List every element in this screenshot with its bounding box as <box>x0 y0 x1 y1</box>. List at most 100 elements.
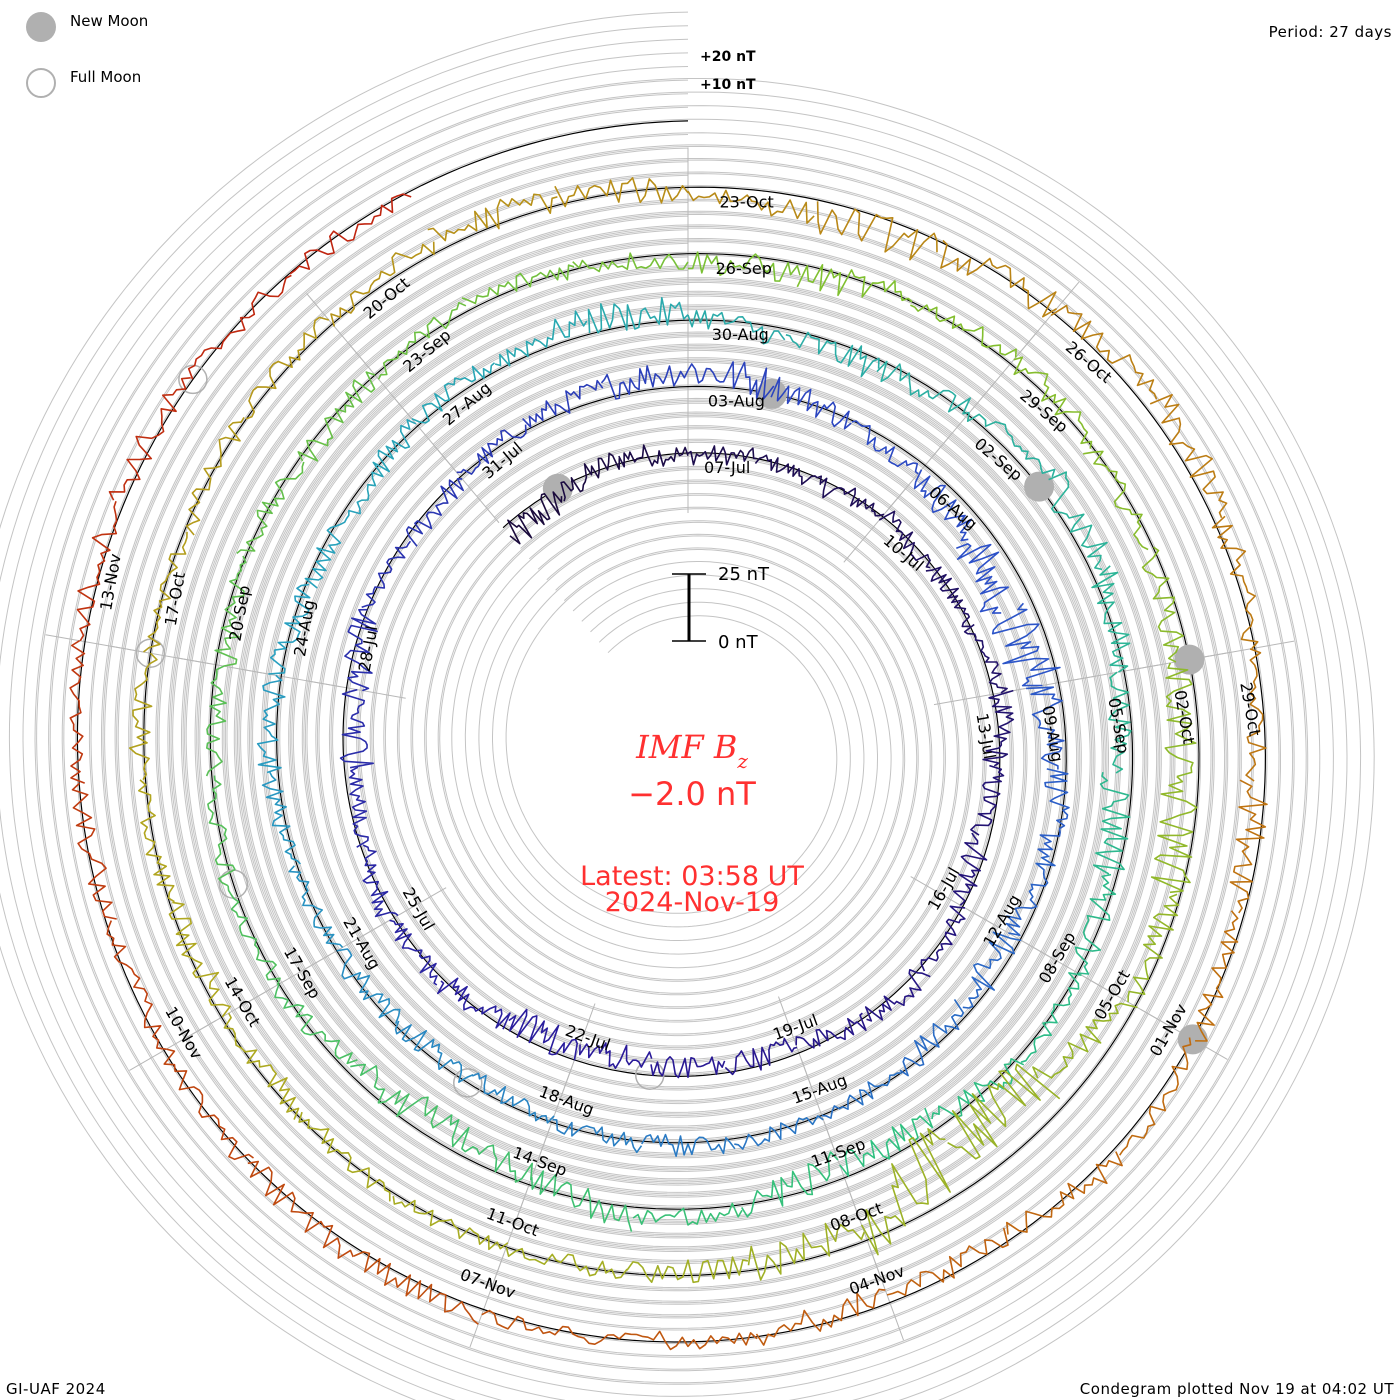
bz-day-trace <box>587 297 689 334</box>
bz-day-trace <box>552 1118 643 1154</box>
bz-day-trace <box>913 469 973 542</box>
bz-day-trace <box>304 501 361 589</box>
bz-day-trace <box>236 461 305 555</box>
bz-day-trace <box>214 555 247 667</box>
bz-day-trace <box>899 998 965 1077</box>
bz-day-trace <box>223 1012 300 1120</box>
bz-day-trace <box>405 478 464 547</box>
full-moon-marker <box>635 1060 665 1090</box>
bz-day-trace <box>734 1115 824 1150</box>
new-moon-marker <box>1024 471 1055 502</box>
bz-day-trace <box>1005 855 1056 936</box>
new-moon-marker <box>1177 1024 1208 1055</box>
bz-day-trace <box>886 1227 1009 1296</box>
bz-day-trace <box>687 251 801 282</box>
bz-day-trace <box>357 419 417 503</box>
legend-new-moon: New Moon <box>26 12 148 42</box>
credit: GI-UAF 2024 <box>6 1380 106 1398</box>
latest-date: 2024-Nov-19 <box>605 887 780 918</box>
bz-day-trace <box>456 424 527 475</box>
bz-day-trace <box>1108 671 1132 774</box>
zero-line <box>76 120 1267 1343</box>
bz-day-trace <box>966 412 1056 478</box>
legend-full-moon-label: Full Moon <box>70 68 142 86</box>
bz-day-trace <box>600 365 689 400</box>
bz-day-trace <box>1032 1002 1138 1079</box>
bz-day-trace <box>481 1309 620 1345</box>
bz-day-trace <box>227 885 281 986</box>
date-radial-line <box>469 1252 505 1348</box>
bz-day-trace <box>185 416 245 536</box>
bz-day-trace <box>411 362 496 424</box>
bz-day-trace <box>245 316 330 420</box>
bz-day-trace <box>876 360 971 415</box>
bz-day-trace <box>441 1114 533 1183</box>
bz-day-trace <box>572 252 689 273</box>
date-label: 03-Aug <box>708 392 765 411</box>
date-label: 23-Oct <box>719 193 773 212</box>
new-moon-marker <box>1174 644 1205 675</box>
bz-day-trace <box>522 379 604 428</box>
bz-day-trace <box>796 264 913 303</box>
bz-day-trace <box>952 832 988 906</box>
bz-day-trace <box>851 420 919 475</box>
bz-day-trace <box>970 764 1005 836</box>
legend-full-moon: Full Moon <box>26 68 141 98</box>
scale-top-label: 25 nT <box>718 564 770 585</box>
bz-day-trace <box>205 665 227 777</box>
date-radial-line <box>868 1246 905 1341</box>
bz-day-trace <box>143 531 188 653</box>
bz-day-trace <box>1020 972 1082 1063</box>
bz-day-trace <box>377 301 467 380</box>
bz-day-trace <box>330 241 435 327</box>
bz-day-trace <box>427 193 558 242</box>
full-moon-icon <box>26 68 56 98</box>
bz-day-trace <box>392 1195 509 1251</box>
bz-day-trace <box>554 177 689 208</box>
bz-day-trace <box>687 189 815 224</box>
date-label: 16-Jul <box>924 864 964 914</box>
bz-day-trace <box>991 602 1061 687</box>
bz-day-trace <box>1195 910 1239 1042</box>
bz-day-trace <box>1119 1037 1192 1156</box>
title-text: IMF B <box>635 728 737 766</box>
bz-day-trace <box>1245 648 1267 782</box>
bz-day-trace <box>579 1042 653 1069</box>
bz-day-trace <box>1083 450 1149 551</box>
bz-day-trace <box>508 1008 578 1061</box>
date-radial-line <box>45 634 145 653</box>
bz-day-trace <box>860 1128 951 1256</box>
bz-day-trace <box>560 452 621 502</box>
scale-bottom-label: 0 nT <box>718 632 759 653</box>
bz-day-trace <box>940 239 1058 318</box>
bz-day-trace <box>839 1107 934 1177</box>
bz-day-trace <box>437 977 511 1030</box>
bz-day-trace <box>618 444 689 468</box>
bz-day-trace <box>1141 546 1184 663</box>
latest-time: Latest: 03:58 UT <box>580 861 804 892</box>
date-label: 26-Sep <box>716 259 772 278</box>
date-radial-line <box>1014 281 1080 360</box>
date-radial-line <box>1195 640 1295 659</box>
bz-day-trace <box>187 274 292 380</box>
bz-day-trace <box>389 919 438 986</box>
bz-day-trace <box>76 501 118 642</box>
bz-day-trace <box>505 1246 628 1279</box>
bz-day-trace <box>471 1072 555 1124</box>
bz-day-trace <box>288 865 344 948</box>
bz-day-trace <box>507 491 563 545</box>
legend-new-moon-label: New Moon <box>70 12 149 30</box>
bz-day-trace <box>878 510 931 569</box>
bz-day-trace <box>754 454 822 486</box>
bz-day-trace <box>687 310 786 345</box>
bz-day-trace <box>741 1151 839 1218</box>
bz-day-trace <box>71 782 117 920</box>
bz-day-trace <box>618 1330 758 1351</box>
current-value: −2.0 nT <box>628 775 756 813</box>
date-label: 30-Aug <box>712 325 769 344</box>
ring-label-10: +10 nT <box>700 77 756 93</box>
bz-day-trace <box>687 361 775 400</box>
bz-day-trace <box>268 583 311 675</box>
bz-day-trace <box>641 1133 736 1157</box>
